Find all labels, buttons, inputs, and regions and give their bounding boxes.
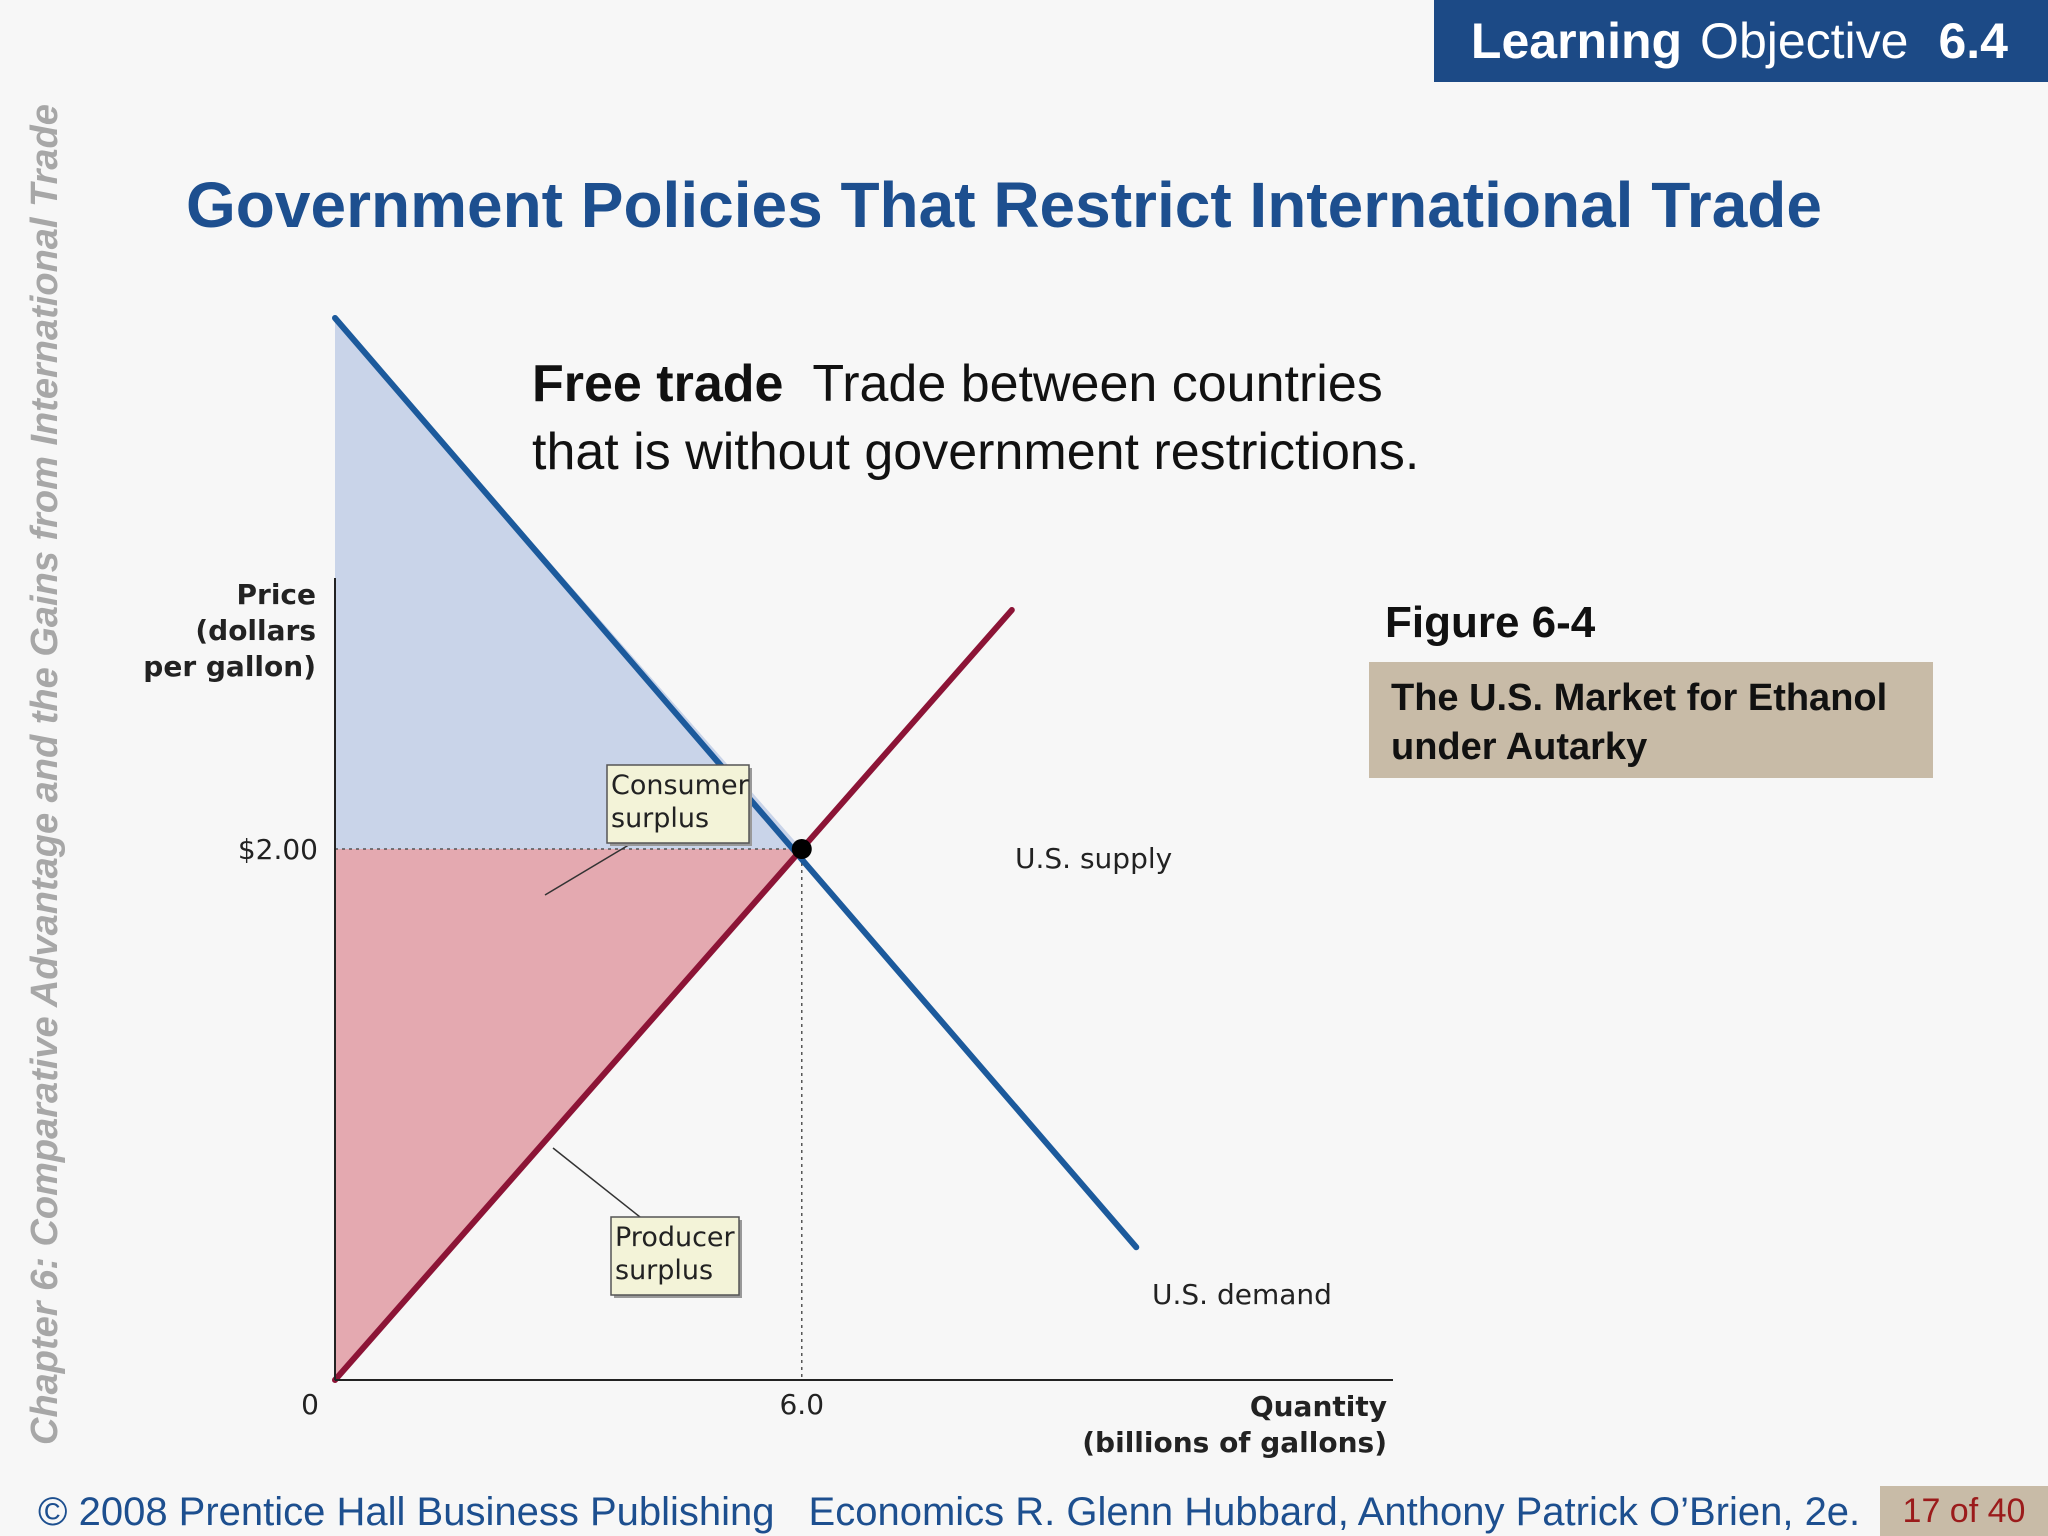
x-axis-label: (billions of gallons): [1082, 1426, 1387, 1459]
learning-objective-badge: Learning Objective 6.4: [1434, 0, 2048, 82]
x-tick-label: 0: [301, 1388, 319, 1421]
y-axis-label: (dollars: [195, 614, 316, 647]
figure-caption-line1: The U.S. Market for Ethanol: [1391, 677, 1888, 719]
supply-curve: [332, 607, 1015, 1383]
figure-caption: The U.S. Market for Ethanol under Autark…: [1369, 662, 1933, 778]
lo-word-objective: Objective: [1700, 13, 1909, 69]
page-counter: 17 of 40: [1880, 1486, 2048, 1536]
consumer-surplus-label-box: [606, 764, 750, 844]
figure-number: Figure 6-4: [1385, 598, 1596, 647]
y-axis-label: Price: [236, 578, 316, 611]
producer-surplus-label: Producer: [615, 1222, 736, 1253]
supply-label: U.S. supply: [1015, 842, 1172, 875]
demand-label: U.S. demand: [1152, 1278, 1332, 1311]
definition-term: Free trade: [532, 355, 784, 413]
y-tick-label: $2.00: [238, 833, 318, 866]
lo-number: 6.4: [1938, 13, 2008, 69]
x-tick-label: 6.0: [779, 1388, 824, 1421]
footer-copyright: © 2008 Prentice Hall Business Publishing: [38, 1490, 775, 1534]
y-axis-label: per gallon): [143, 650, 316, 683]
equilibrium-point: [791, 839, 812, 859]
x-axis-label: Quantity: [1250, 1390, 1387, 1423]
producer-surplus-label-box: [610, 1216, 740, 1296]
producer-surplus-label: surplus: [615, 1255, 713, 1286]
slide-title: Government Policies That Restrict Intern…: [186, 169, 1822, 241]
producer-surplus-leader-line: [552, 1147, 641, 1218]
definition-block: Free trade Trade between countries that …: [532, 350, 1532, 486]
consumer-surplus-label: Consumer: [611, 770, 750, 801]
consumer-surplus-label: surplus: [611, 803, 709, 834]
lo-word-learning: Learning: [1470, 13, 1683, 69]
consumer-surplus-leader-line: [544, 842, 633, 896]
footer: © 2008 Prentice Hall Business Publishing…: [38, 1490, 1860, 1535]
definition-text-line1: Trade between countries: [812, 355, 1383, 413]
definition-text-line2: that is without government restrictions.: [532, 423, 1420, 481]
footer-book: Economics R. Glenn Hubbard, Anthony Patr…: [808, 1490, 1861, 1534]
figure-caption-line2: under Autarky: [1391, 726, 1648, 768]
